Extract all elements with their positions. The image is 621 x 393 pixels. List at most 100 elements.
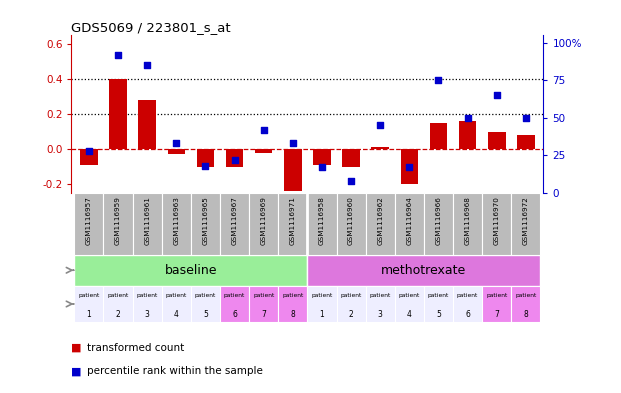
Bar — [109, 79, 127, 149]
Bar — [75, 193, 104, 255]
Text: GSM1116959: GSM1116959 — [115, 196, 121, 245]
Text: GSM1116969: GSM1116969 — [261, 196, 266, 245]
Text: patient: patient — [195, 294, 216, 298]
Point — [433, 77, 443, 84]
Text: agent: agent — [0, 392, 1, 393]
Point — [463, 115, 473, 121]
Text: GSM1116957: GSM1116957 — [86, 196, 92, 245]
Bar — [307, 193, 337, 255]
Text: patient: patient — [428, 294, 449, 298]
Text: 1: 1 — [320, 310, 324, 319]
Text: ■: ■ — [71, 343, 82, 353]
Bar — [191, 193, 220, 255]
Bar — [220, 193, 249, 255]
Text: 4: 4 — [174, 310, 179, 319]
Bar — [517, 135, 535, 149]
Bar — [430, 123, 447, 149]
Text: GSM1116961: GSM1116961 — [144, 196, 150, 245]
Bar — [255, 149, 273, 152]
Text: GSM1116964: GSM1116964 — [406, 196, 412, 245]
Point — [171, 140, 181, 147]
Text: patient: patient — [224, 294, 245, 298]
Bar — [249, 193, 278, 255]
Text: 8: 8 — [291, 310, 295, 319]
Text: GSM1116966: GSM1116966 — [435, 196, 442, 245]
Text: 3: 3 — [378, 310, 383, 319]
Text: patient: patient — [486, 294, 507, 298]
Text: 4: 4 — [407, 310, 412, 319]
Text: GSM1116968: GSM1116968 — [465, 196, 471, 245]
Bar — [278, 286, 307, 322]
Bar — [337, 286, 366, 322]
Bar — [104, 286, 133, 322]
Text: GSM1116958: GSM1116958 — [319, 196, 325, 245]
Bar — [395, 193, 424, 255]
Text: patient: patient — [399, 294, 420, 298]
Bar — [133, 286, 161, 322]
Text: 6: 6 — [465, 310, 470, 319]
Point — [375, 122, 385, 129]
Text: patient: patient — [340, 294, 362, 298]
Text: patient: patient — [137, 294, 158, 298]
Text: 2: 2 — [116, 310, 120, 319]
Text: methotrexate: methotrexate — [381, 264, 466, 277]
Point — [142, 62, 152, 68]
Bar — [482, 193, 511, 255]
Bar — [511, 193, 540, 255]
Bar — [307, 255, 540, 286]
Bar — [424, 286, 453, 322]
Point — [346, 178, 356, 184]
Bar — [161, 286, 191, 322]
Bar — [138, 100, 156, 149]
Text: patient: patient — [369, 294, 391, 298]
Text: GSM1116967: GSM1116967 — [232, 196, 238, 245]
Text: 5: 5 — [436, 310, 441, 319]
Text: patient: patient — [107, 294, 129, 298]
Text: patient: patient — [282, 294, 304, 298]
Bar — [371, 147, 389, 149]
Bar — [104, 193, 133, 255]
Bar — [191, 286, 220, 322]
Bar — [220, 286, 249, 322]
Bar — [424, 193, 453, 255]
Point — [317, 164, 327, 171]
Text: individual: individual — [0, 392, 1, 393]
Text: 7: 7 — [494, 310, 499, 319]
Text: GSM1116960: GSM1116960 — [348, 196, 354, 245]
Bar — [284, 149, 302, 191]
Bar — [197, 149, 214, 167]
Point — [113, 52, 123, 58]
Text: 5: 5 — [203, 310, 208, 319]
Bar — [278, 193, 307, 255]
Text: ■: ■ — [71, 366, 82, 376]
Text: 8: 8 — [524, 310, 528, 319]
Text: patient: patient — [311, 294, 333, 298]
Bar — [313, 149, 331, 165]
Text: GSM1116971: GSM1116971 — [290, 196, 296, 245]
Text: GSM1116972: GSM1116972 — [523, 196, 529, 245]
Point — [84, 148, 94, 154]
Bar — [337, 193, 366, 255]
Text: 7: 7 — [261, 310, 266, 319]
Bar — [366, 286, 395, 322]
Point — [521, 115, 531, 121]
Bar — [511, 286, 540, 322]
Text: 6: 6 — [232, 310, 237, 319]
Bar — [342, 149, 360, 167]
Point — [259, 127, 269, 133]
Text: GSM1116962: GSM1116962 — [377, 196, 383, 245]
Bar — [249, 286, 278, 322]
Bar — [401, 149, 418, 184]
Point — [404, 164, 414, 171]
Text: 2: 2 — [349, 310, 353, 319]
Point — [230, 157, 240, 163]
Bar — [366, 193, 395, 255]
Bar — [395, 286, 424, 322]
Text: GSM1116963: GSM1116963 — [173, 196, 179, 245]
Text: GSM1116965: GSM1116965 — [202, 196, 209, 245]
Bar — [453, 193, 482, 255]
Text: baseline: baseline — [165, 264, 217, 277]
Bar — [133, 193, 161, 255]
Bar — [226, 149, 243, 167]
Bar — [75, 286, 104, 322]
